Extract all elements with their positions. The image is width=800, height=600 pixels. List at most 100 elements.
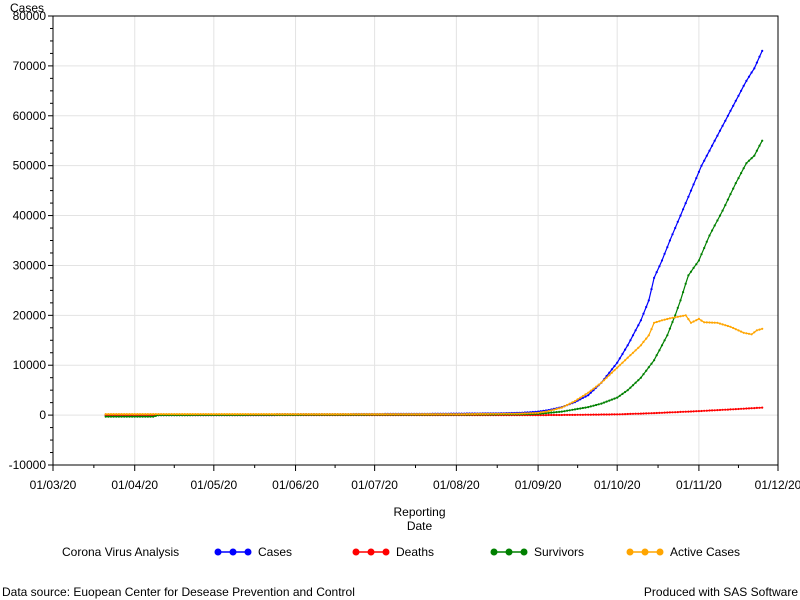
data-point-deaths: [631, 412, 635, 415]
data-point-survivors: [555, 411, 558, 414]
data-point-active-cases: [123, 413, 126, 416]
data-point-active-cases: [689, 321, 693, 324]
data-point-survivors: [131, 415, 134, 418]
data-point-survivors: [655, 354, 658, 357]
data-point-active-cases: [326, 413, 329, 416]
x-tick-label: 01/08/20: [433, 478, 480, 492]
data-point-cases: [692, 183, 695, 186]
data-point-active-cases: [552, 408, 556, 411]
data-point-active-cases: [508, 412, 511, 415]
data-point-deaths: [550, 413, 553, 417]
data-point-active-cases: [486, 412, 490, 415]
data-point-active-cases: [312, 413, 316, 416]
data-point-active-cases: [542, 410, 545, 414]
data-point-cases: [660, 259, 664, 262]
data-point-deaths: [544, 414, 548, 417]
data-point-survivors: [581, 406, 585, 410]
data-point-cases: [653, 276, 656, 279]
data-point-active-cases: [291, 413, 294, 416]
data-point-active-cases: [447, 413, 450, 416]
legend-marker-survivors: [505, 548, 513, 556]
data-point-survivors: [133, 415, 136, 418]
data-point-survivors: [650, 362, 653, 365]
data-point-active-cases: [658, 320, 661, 323]
data-point-active-cases: [695, 319, 698, 322]
data-point-deaths: [645, 412, 648, 415]
data-point-active-cases: [270, 413, 273, 416]
data-point-active-cases: [513, 412, 516, 415]
data-point-active-cases: [544, 410, 548, 413]
data-point-active-cases: [196, 413, 200, 416]
data-point-deaths: [579, 413, 582, 416]
data-point-active-cases: [236, 413, 239, 416]
data-point-active-cases: [344, 413, 347, 416]
data-point-survivors: [737, 177, 740, 180]
data-point-active-cases: [109, 413, 113, 416]
data-point-active-cases: [481, 412, 484, 415]
legend-marker-deaths: [352, 548, 360, 556]
data-point-active-cases: [742, 331, 745, 334]
data-point-cases: [745, 79, 748, 82]
data-point-active-cases: [626, 356, 629, 359]
data-point-active-cases: [336, 413, 339, 416]
data-point-active-cases: [639, 344, 643, 347]
data-point-survivors: [600, 402, 603, 405]
data-point-active-cases: [518, 412, 521, 415]
data-point-active-cases: [276, 413, 279, 416]
data-point-active-cases: [365, 413, 368, 416]
data-point-cases: [668, 239, 672, 242]
y-tick-label: 60000: [13, 109, 47, 123]
data-point-active-cases: [465, 412, 468, 416]
data-point-deaths: [647, 412, 650, 415]
data-point-deaths: [671, 411, 674, 414]
data-point-cases: [758, 55, 761, 58]
data-point-cases: [716, 134, 719, 137]
data-point-active-cases: [252, 413, 255, 416]
data-point-survivors: [616, 396, 619, 399]
data-point-active-cases: [529, 412, 532, 415]
data-point-active-cases: [128, 413, 131, 416]
data-point-active-cases: [502, 412, 505, 415]
data-point-active-cases: [634, 349, 637, 352]
data-point-survivors: [753, 154, 756, 157]
data-point-survivors: [154, 414, 157, 417]
data-point-active-cases: [334, 413, 337, 416]
x-axis-label-line2: Date: [407, 519, 433, 533]
data-point-active-cases: [718, 322, 722, 325]
data-point-active-cases: [254, 413, 258, 416]
data-point-deaths: [660, 411, 664, 414]
data-point-survivors: [647, 366, 650, 369]
data-point-active-cases: [444, 413, 447, 416]
data-point-active-cases: [700, 319, 703, 322]
data-point-cases: [616, 361, 619, 364]
data-point-active-cases: [589, 389, 592, 392]
series-line-active-cases: [105, 314, 763, 415]
data-point-active-cases: [331, 413, 334, 416]
data-point-active-cases: [231, 413, 234, 416]
data-point-active-cases: [355, 413, 358, 416]
data-point-active-cases: [341, 413, 345, 416]
data-point-active-cases: [157, 413, 160, 416]
data-point-active-cases: [521, 412, 524, 415]
data-point-cases: [637, 324, 640, 327]
data-point-survivors: [613, 397, 616, 400]
data-point-survivors: [605, 400, 608, 403]
data-point-active-cases: [434, 413, 437, 416]
data-point-deaths: [655, 411, 658, 415]
data-point-active-cases: [431, 413, 434, 416]
data-point-survivors: [152, 415, 155, 418]
data-point-survivors: [552, 411, 556, 414]
data-point-active-cases: [734, 328, 737, 331]
data-point-deaths: [718, 408, 722, 412]
x-tick-label: 01/11/20: [676, 478, 722, 492]
data-point-survivors: [726, 198, 730, 201]
data-point-cases: [755, 61, 759, 64]
data-point-active-cases: [223, 413, 226, 416]
data-point-deaths: [624, 413, 627, 416]
data-point-active-cases: [616, 366, 619, 369]
data-point-active-cases: [154, 413, 157, 416]
data-point-active-cases: [550, 409, 553, 412]
data-point-active-cases: [125, 413, 128, 416]
data-point-survivors: [550, 411, 553, 414]
data-point-survivors: [560, 410, 563, 413]
